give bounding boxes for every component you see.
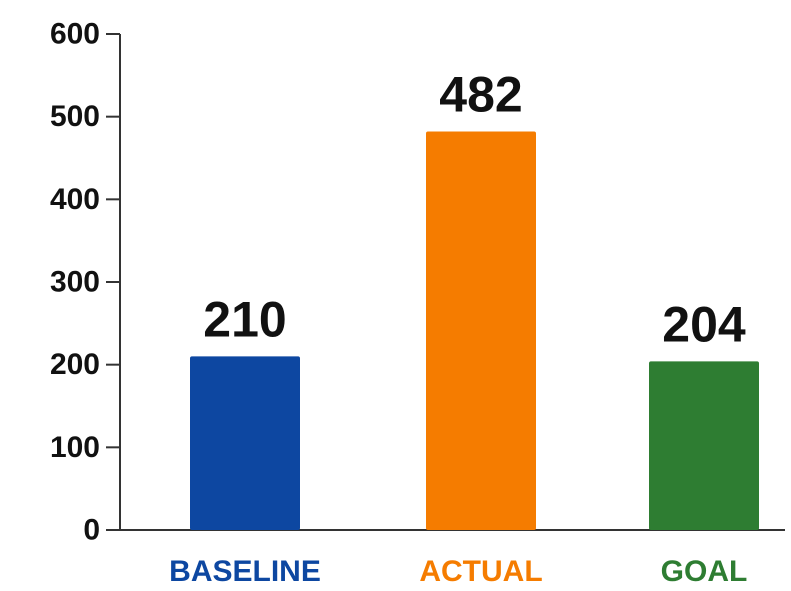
category-label-goal: GOAL (661, 555, 748, 588)
bars (190, 131, 759, 530)
y-tick-label: 0 (83, 514, 100, 547)
bar-baseline (190, 356, 300, 530)
category-label-actual: ACTUAL (419, 555, 542, 588)
bar-goal (649, 361, 759, 530)
category-labels: BASELINE ACTUAL GOAL (169, 555, 747, 588)
category-label-baseline: BASELINE (169, 555, 321, 588)
data-label-baseline: 210 (203, 291, 286, 347)
y-tick-label: 100 (50, 431, 100, 464)
y-ticks: 0 100 200 300 400 500 600 (50, 18, 120, 547)
bar-actual (426, 131, 536, 530)
data-labels: 210 482 204 (203, 67, 746, 353)
data-label-actual: 482 (439, 67, 522, 123)
y-tick-label: 500 (50, 100, 100, 133)
data-label-goal: 204 (662, 296, 746, 352)
y-tick-label: 600 (50, 18, 100, 51)
y-tick-label: 400 (50, 183, 100, 216)
y-tick-label: 300 (50, 266, 100, 299)
y-tick-label: 200 (50, 348, 100, 381)
